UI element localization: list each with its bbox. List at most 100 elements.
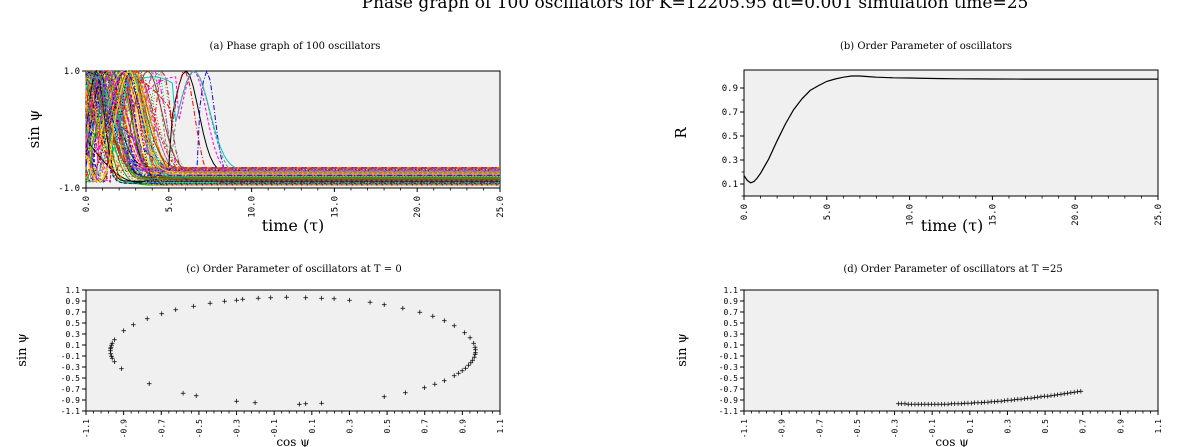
phase-point: + bbox=[932, 400, 938, 410]
y-tick-label: -0.3 bbox=[719, 363, 738, 372]
panel-a-series-group bbox=[85, 69, 500, 186]
phase-point: + bbox=[451, 321, 457, 331]
phase-point: + bbox=[896, 400, 902, 410]
phase-point: + bbox=[955, 399, 961, 409]
phase-point: + bbox=[1018, 395, 1024, 405]
phase-point: + bbox=[1078, 387, 1084, 397]
x-tick-label: 15.0 bbox=[330, 196, 340, 218]
phase-point: + bbox=[1012, 396, 1018, 406]
panel-d-points-group: ++++++++++++++++++++++++++++++++++++++++… bbox=[896, 387, 1085, 410]
oscillator-trace bbox=[85, 72, 500, 186]
oscillator-trace bbox=[85, 70, 500, 182]
panel-d-ylabel: sin ψ bbox=[675, 333, 690, 367]
phase-point: + bbox=[925, 400, 931, 410]
phase-point: + bbox=[975, 398, 981, 408]
x-tick-label: 25.0 bbox=[1154, 204, 1164, 226]
y-tick-label: 0.1 bbox=[724, 341, 739, 350]
oscillator-trace bbox=[85, 69, 500, 182]
x-tick-label: 0.5 bbox=[383, 419, 392, 434]
y-tick-label: -0.7 bbox=[61, 385, 80, 394]
x-tick-label: 0.3 bbox=[345, 419, 354, 434]
phase-point: + bbox=[1062, 390, 1068, 400]
panel-c-title: (c) Order Parameter of oscillators at T … bbox=[186, 264, 401, 275]
phase-point: + bbox=[945, 400, 951, 410]
phase-point: + bbox=[367, 298, 373, 308]
phase-point: + bbox=[131, 321, 137, 331]
x-tick-label: 5.0 bbox=[165, 196, 175, 212]
phase-point: + bbox=[1042, 392, 1048, 402]
phase-point: + bbox=[1005, 396, 1011, 406]
phase-point: + bbox=[417, 308, 423, 318]
phase-point: + bbox=[403, 389, 409, 399]
phase-point: + bbox=[1015, 395, 1021, 405]
phase-point: + bbox=[1028, 394, 1034, 404]
x-tick-label: -1.1 bbox=[740, 419, 749, 438]
phase-point: + bbox=[1075, 388, 1081, 398]
phase-point: + bbox=[108, 343, 114, 353]
phase-point: + bbox=[939, 400, 945, 410]
phase-point: + bbox=[1052, 391, 1058, 401]
panel-c-axes: -1.1 -0.9 -0.7 -0.5 -0.3 -0.1 0.1 0.3 0.5 0.7 0.9 1… bbox=[61, 286, 505, 438]
y-tick-label: -0.3 bbox=[61, 363, 80, 372]
phase-point: + bbox=[922, 400, 928, 410]
x-tick-label: -0.9 bbox=[778, 419, 787, 438]
phase-point: + bbox=[1035, 393, 1041, 403]
panel-d-xlabel: cos ψ bbox=[935, 435, 968, 447]
y-tick-label: 0.5 bbox=[724, 319, 739, 328]
phase-point: + bbox=[1065, 389, 1071, 399]
phase-point: + bbox=[972, 399, 978, 409]
y-tick-label: 0.5 bbox=[722, 132, 738, 142]
phase-point: + bbox=[1071, 388, 1077, 398]
phase-point: + bbox=[112, 335, 118, 345]
phase-point: + bbox=[119, 365, 125, 375]
phase-point: + bbox=[467, 334, 473, 344]
panel-c: (c) Order Parameter of oscillators at T … bbox=[15, 264, 505, 447]
panel-d-title: (d) Order Parameter of oscillators at T … bbox=[843, 264, 1062, 275]
phase-point: + bbox=[430, 312, 436, 322]
phase-point: + bbox=[1048, 391, 1054, 401]
x-tick-label: 20.0 bbox=[413, 196, 423, 218]
phase-point: + bbox=[110, 354, 116, 364]
phase-point: + bbox=[207, 299, 213, 309]
phase-point: + bbox=[451, 372, 457, 382]
y-tick-label: 0.7 bbox=[66, 308, 81, 317]
phase-point: + bbox=[1058, 390, 1064, 400]
phase-point: + bbox=[916, 400, 922, 410]
phase-point: + bbox=[471, 339, 477, 349]
x-tick-label: 20.0 bbox=[1071, 204, 1081, 226]
phase-point: + bbox=[472, 350, 478, 360]
oscillator-trace bbox=[85, 70, 500, 176]
phase-point: + bbox=[422, 384, 428, 394]
oscillator-trace bbox=[85, 70, 500, 180]
phase-point: + bbox=[442, 317, 448, 327]
panel-c-plot-area bbox=[85, 289, 501, 412]
phase-point: + bbox=[1038, 393, 1044, 403]
phase-point: + bbox=[909, 400, 915, 410]
phase-point: + bbox=[297, 400, 303, 410]
x-tick-label: -0.1 bbox=[270, 419, 279, 438]
panel-b-plot-area bbox=[743, 69, 1159, 197]
phase-point: + bbox=[331, 295, 337, 305]
phase-point: + bbox=[949, 400, 955, 410]
phase-point: + bbox=[173, 306, 179, 316]
oscillator-trace bbox=[85, 70, 500, 181]
y-tick-label: 1.0 bbox=[64, 67, 80, 77]
x-tick-label: -0.5 bbox=[853, 419, 862, 438]
oscillator-trace bbox=[85, 70, 500, 169]
phase-point: + bbox=[965, 399, 971, 409]
y-tick-label: -0.5 bbox=[719, 374, 738, 383]
phase-point: + bbox=[194, 392, 200, 402]
phase-point: + bbox=[462, 328, 468, 338]
phase-point: + bbox=[240, 295, 246, 305]
panel-a-axes: 0.0 5.0 10.0 15.0 20.0 25.0 1.0 -1.0 bbox=[58, 67, 506, 218]
y-tick-label: 1.1 bbox=[66, 286, 81, 295]
phase-point: + bbox=[468, 359, 474, 369]
phase-point: + bbox=[456, 369, 462, 379]
phase-point: + bbox=[432, 380, 438, 390]
y-tick-label: -0.9 bbox=[719, 396, 738, 405]
phase-point: + bbox=[121, 327, 127, 337]
phase-point: + bbox=[268, 294, 274, 304]
phase-point: + bbox=[466, 361, 472, 371]
oscillator-trace bbox=[85, 70, 500, 176]
phase-point: + bbox=[899, 400, 905, 410]
